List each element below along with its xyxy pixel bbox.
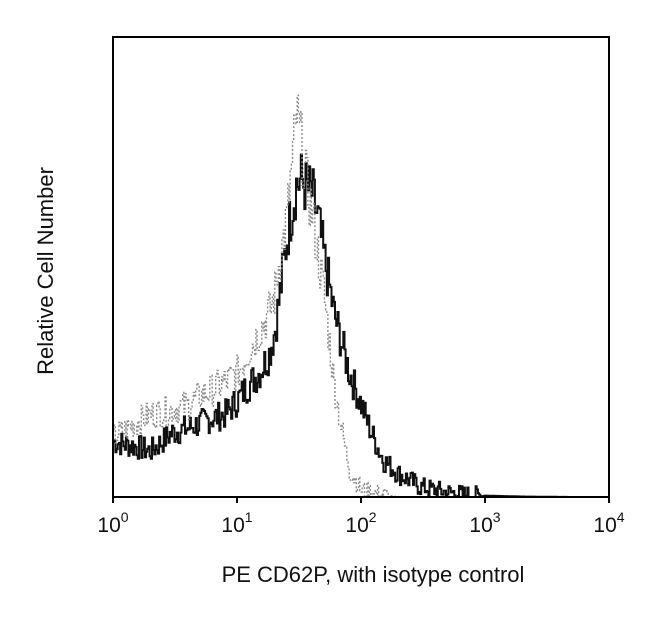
series-layer bbox=[113, 94, 609, 498]
series-stained bbox=[113, 153, 609, 498]
stained-histogram-line bbox=[113, 153, 609, 498]
x-tick-label: 102 bbox=[345, 509, 376, 537]
x-axis-label: PE CD62P, with isotype control bbox=[222, 562, 525, 587]
x-tick-label: 104 bbox=[593, 509, 624, 537]
x-tick-label: 100 bbox=[97, 509, 128, 537]
series-isotype-control bbox=[113, 94, 609, 498]
y-axis-label: Relative Cell Number bbox=[33, 167, 58, 375]
x-axis: 100 101 102 103 104 bbox=[97, 497, 625, 537]
isotype-histogram-line bbox=[113, 94, 609, 498]
x-tick-label: 103 bbox=[469, 509, 500, 537]
x-tick-label: 101 bbox=[221, 509, 252, 537]
